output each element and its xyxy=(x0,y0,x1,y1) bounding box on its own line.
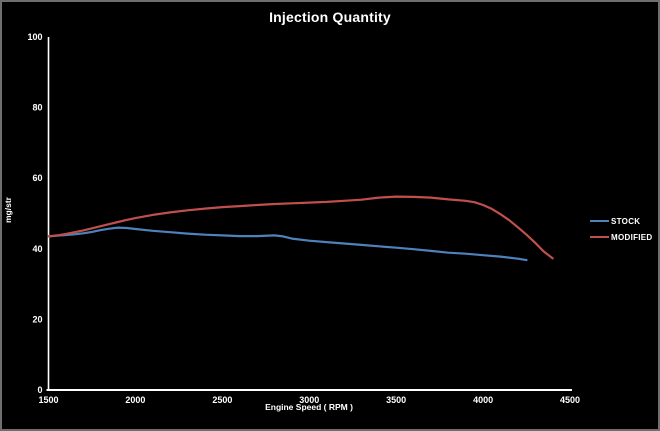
x-tick-label: 2500 xyxy=(212,395,232,405)
x-tick-label: 4500 xyxy=(560,395,580,405)
y-tick-label: 0 xyxy=(37,385,42,395)
y-tick-label: 100 xyxy=(27,32,42,42)
y-tick-label: 80 xyxy=(32,103,42,113)
x-axis-label: Engine Speed ( RPM ) xyxy=(265,402,353,412)
legend: STOCK MODIFIED xyxy=(590,213,653,245)
y-tick-label: 40 xyxy=(32,244,42,254)
legend-item-stock: STOCK xyxy=(590,213,653,229)
chart-title: Injection Quantity xyxy=(269,9,391,25)
legend-label-stock: STOCK xyxy=(611,216,641,226)
y-tick-label: 60 xyxy=(32,173,42,183)
modified-line xyxy=(47,195,554,260)
x-tick-label: 1500 xyxy=(38,395,58,405)
x-tick-label: 4000 xyxy=(473,395,493,405)
stock-line-swatch xyxy=(590,220,609,222)
legend-item-modified: MODIFIED xyxy=(590,229,653,245)
y-tick-label: 20 xyxy=(32,314,42,324)
x-tick-label: 2000 xyxy=(125,395,145,405)
stock-line xyxy=(47,226,528,262)
x-tick-label: 3500 xyxy=(386,395,406,405)
modified-line-swatch xyxy=(590,236,609,238)
legend-label-modified: MODIFIED xyxy=(611,232,653,242)
y-axis-label: mg/str xyxy=(3,197,13,223)
x-tick-label: 3000 xyxy=(299,395,319,405)
